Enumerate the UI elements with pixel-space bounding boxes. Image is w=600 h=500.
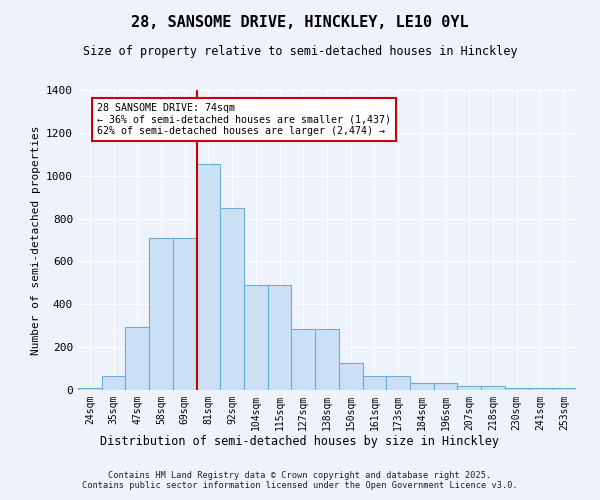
Y-axis label: Number of semi-detached properties: Number of semi-detached properties	[31, 125, 41, 355]
Bar	[481, 386, 505, 390]
Bar	[197, 164, 220, 390]
Bar	[529, 388, 552, 390]
Bar	[268, 285, 292, 390]
Bar	[220, 208, 244, 390]
Bar	[78, 388, 102, 390]
Bar	[125, 327, 149, 390]
Bar	[339, 363, 362, 390]
Bar	[410, 382, 434, 390]
Text: 28 SANSOME DRIVE: 74sqm
← 36% of semi-detached houses are smaller (1,437)
62% of: 28 SANSOME DRIVE: 74sqm ← 36% of semi-de…	[97, 103, 391, 136]
Bar	[244, 285, 268, 390]
Bar	[457, 386, 481, 390]
Bar	[292, 329, 315, 390]
Bar	[149, 238, 173, 390]
Text: Contains HM Land Registry data © Crown copyright and database right 2025.
Contai: Contains HM Land Registry data © Crown c…	[82, 470, 518, 490]
Text: 28, SANSOME DRIVE, HINCKLEY, LE10 0YL: 28, SANSOME DRIVE, HINCKLEY, LE10 0YL	[131, 15, 469, 30]
Bar	[173, 238, 197, 390]
Bar	[552, 388, 576, 390]
Text: Size of property relative to semi-detached houses in Hinckley: Size of property relative to semi-detach…	[83, 45, 517, 58]
Bar	[505, 388, 529, 390]
Bar	[434, 382, 457, 390]
Bar	[386, 376, 410, 390]
Bar	[315, 329, 339, 390]
Text: Distribution of semi-detached houses by size in Hinckley: Distribution of semi-detached houses by …	[101, 435, 499, 448]
Bar	[362, 376, 386, 390]
Bar	[102, 376, 125, 390]
